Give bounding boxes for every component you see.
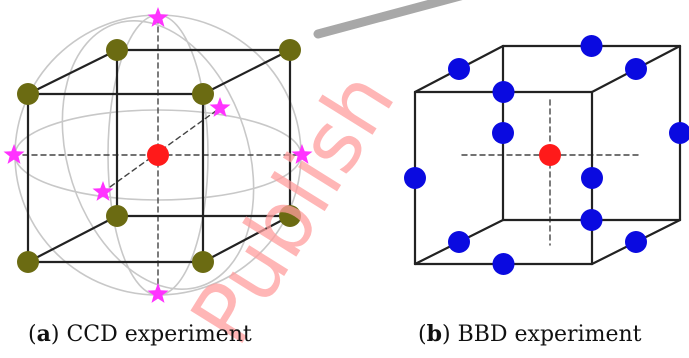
caption-b-text: BBD experiment xyxy=(457,322,642,347)
bbd-edge-midpoint xyxy=(448,58,470,80)
bbd-edge-midpoint xyxy=(669,122,689,144)
bbd-edge-midpoint xyxy=(492,122,514,144)
factorial-point xyxy=(279,205,301,227)
bbd-edge-midpoint xyxy=(625,58,647,80)
bbd-edge-midpoint xyxy=(448,231,470,253)
panel-b-bbd-diagram xyxy=(404,35,689,275)
caption-a-text: CCD experiment xyxy=(66,322,252,347)
bbd-center-point xyxy=(539,144,561,166)
caption-panel-b: (b) BBD experiment xyxy=(418,321,642,347)
bbd-edge-midpoint xyxy=(580,35,603,57)
axial-point-star xyxy=(3,144,25,164)
bbd-edge-midpoint xyxy=(580,209,603,231)
factorial-point xyxy=(192,83,214,105)
watermark-bar xyxy=(313,0,463,39)
factorial-points xyxy=(17,39,301,273)
factorial-point xyxy=(192,251,214,273)
cube-depth-edge xyxy=(201,48,292,96)
cube-depth-edge xyxy=(26,48,119,96)
axial-point-star xyxy=(147,7,169,27)
caption-a-letter: a xyxy=(36,321,51,347)
bbd-edge-midpoint xyxy=(404,167,426,189)
bbd-edge-midpoint xyxy=(492,253,515,275)
ccd-center-point xyxy=(147,144,169,166)
caption-panel-a: (a) CCD experiment xyxy=(28,321,252,347)
panel-a-ccd-diagram xyxy=(3,7,313,303)
caption-b-letter: b xyxy=(426,321,442,347)
factorial-point xyxy=(17,251,39,273)
axial-point-star xyxy=(147,283,169,303)
axial-point-star xyxy=(92,181,114,201)
watermark: Publish xyxy=(172,0,463,358)
edge-midpoints xyxy=(404,35,689,275)
bbd-edge-midpoint xyxy=(581,167,603,189)
bbd-edge-midpoint xyxy=(492,81,515,103)
factorial-point xyxy=(106,39,128,61)
ccd-cube xyxy=(26,48,292,264)
axial-point-star xyxy=(209,97,231,117)
cube-depth-edge xyxy=(26,214,119,264)
sphere-tilted-meridian xyxy=(61,20,255,290)
cube-depth-edge xyxy=(201,214,292,264)
factorial-point xyxy=(279,39,301,61)
axial-point-star xyxy=(291,144,313,164)
factorial-point xyxy=(106,205,128,227)
bbd-edge-midpoint xyxy=(625,231,647,253)
bbd-axes xyxy=(461,99,641,246)
axial-points xyxy=(3,7,313,303)
factorial-point xyxy=(17,83,39,105)
